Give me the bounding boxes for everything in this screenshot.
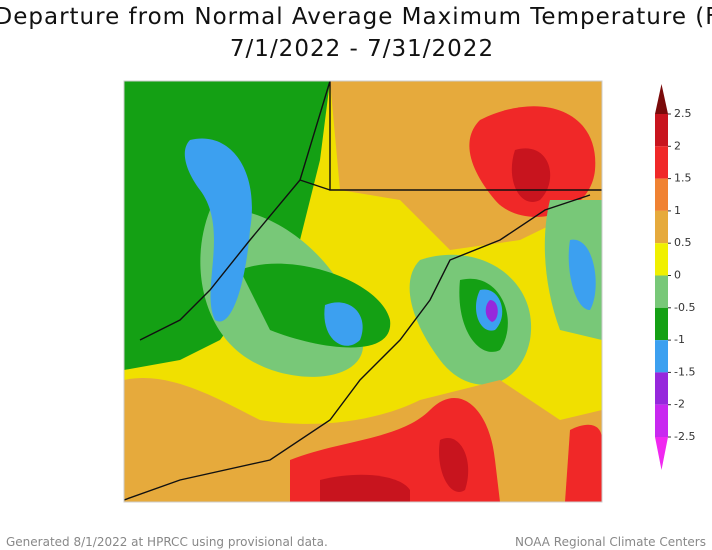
colorbar-tick-label: 0 (674, 269, 681, 282)
colorbar-band (655, 275, 668, 308)
colorbar-tick-label: 2 (674, 139, 681, 152)
colorbar: 2.5 2 1.5 1 0.5 0 -0.5 -1 -1.5 -2 -2.5 (655, 84, 695, 470)
colorbar-tick-label: -1.5 (674, 365, 695, 378)
colorbar-end (655, 437, 668, 470)
colorbar-band (655, 178, 668, 211)
colorbar-tick-label: -2 (674, 398, 685, 411)
colorbar-band (655, 307, 668, 341)
subtitle: 7/1/2022 - 7/31/2022 (230, 36, 494, 62)
colorbar-tick-label: 2.5 (674, 107, 692, 120)
footer-left: Generated 8/1/2022 at HPRCC using provis… (6, 535, 328, 549)
colorbar-band (655, 404, 668, 437)
colorbar-band (655, 372, 668, 405)
temperature-map (124, 81, 602, 502)
colorbar-tick-label: 1 (674, 204, 681, 217)
colorbar-tick-label: -0.5 (674, 301, 695, 314)
colorbar-tick-label: -1 (674, 333, 685, 346)
title: Departure from Normal Average Maximum Te… (0, 4, 712, 30)
colorbar-band (655, 146, 668, 179)
colorbar-band (655, 243, 668, 276)
colorbar-tick-label: 1.5 (674, 172, 692, 185)
colorbar-tick-label: -2.5 (674, 430, 695, 443)
colorbar-tick-label: 0.5 (674, 236, 692, 249)
colorbar-end (655, 84, 668, 114)
map-frame (123, 80, 603, 503)
colorbar-band (655, 114, 668, 147)
colorbar-band (655, 210, 668, 244)
colorbar-band (655, 340, 668, 373)
footer-right: NOAA Regional Climate Centers (515, 535, 706, 549)
